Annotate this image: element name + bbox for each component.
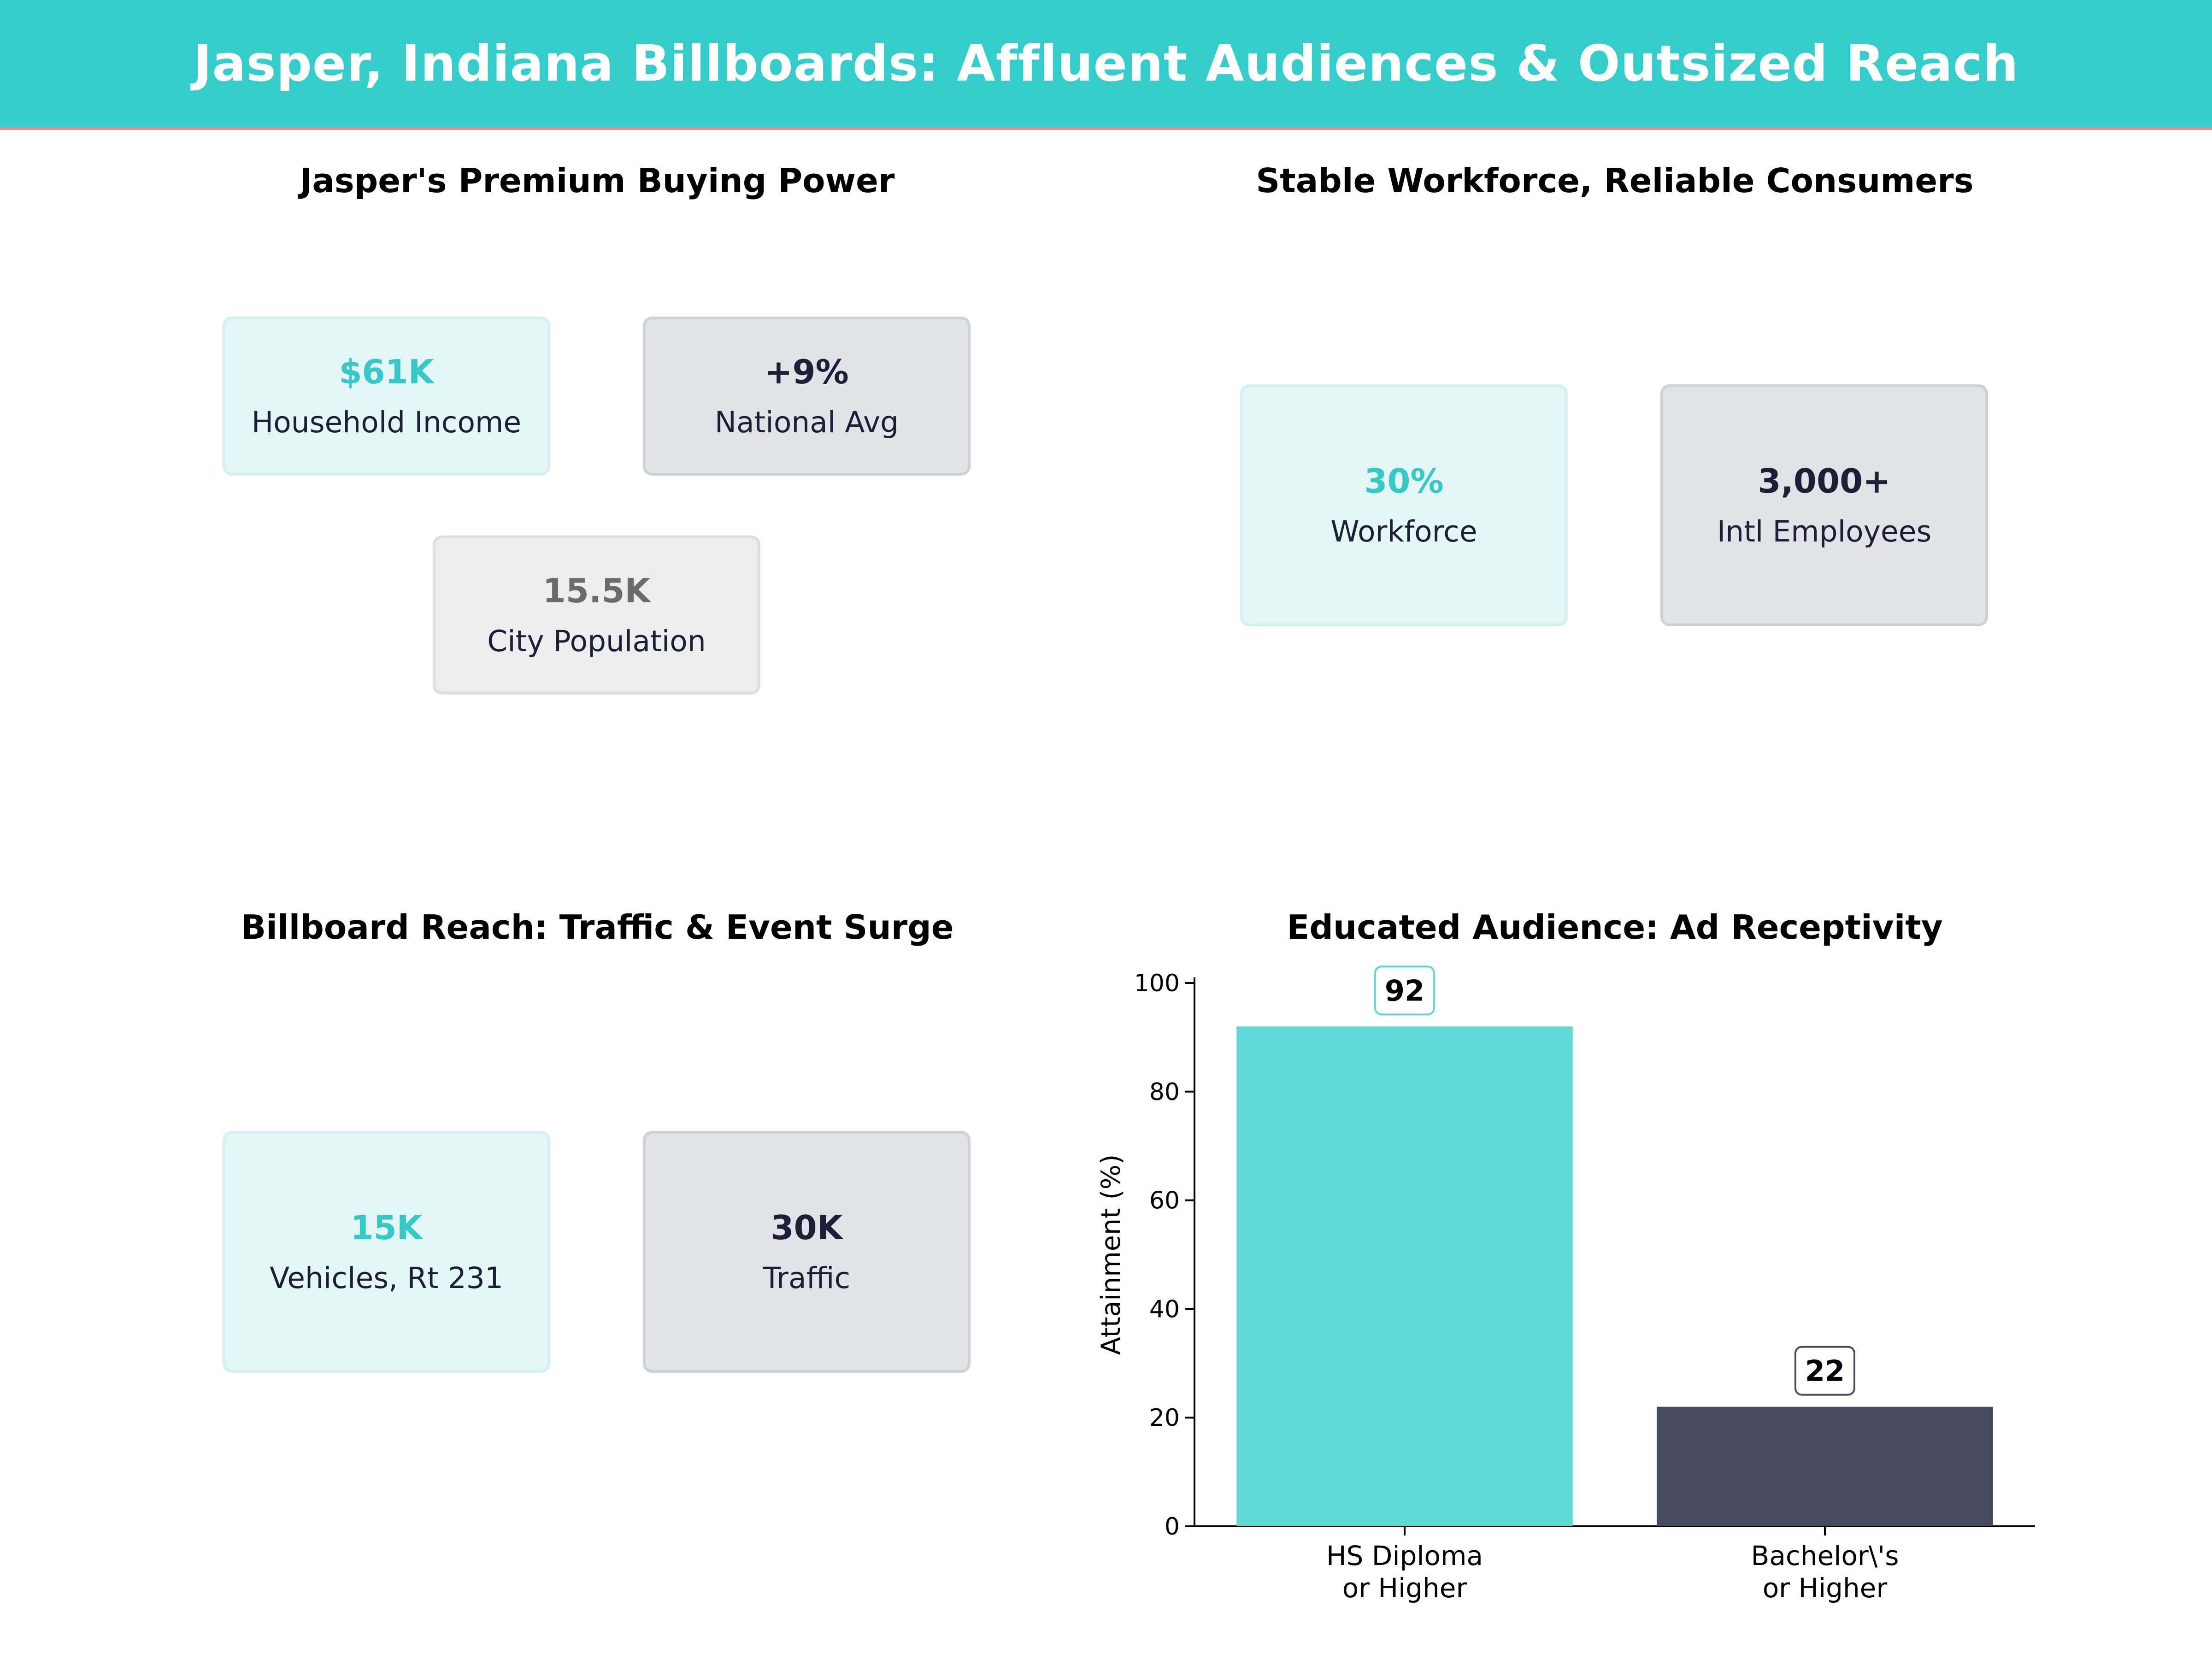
- y-tick-label: 40: [1149, 1295, 1180, 1323]
- household-income-value: $61K: [339, 353, 434, 391]
- vehicles-label: Vehicles, Rt 231: [270, 1261, 503, 1295]
- reach-title: Billboard Reach: Traffic & Event Surge: [241, 908, 954, 947]
- data-label-box: [1794, 1346, 1855, 1396]
- x-tick-label: or Higher: [1763, 1572, 1888, 1604]
- national-avg-card: +9% National Avg: [643, 317, 971, 476]
- data-label: 92: [1385, 974, 1424, 1007]
- vehicles-card: 15K Vehicles, Rt 231: [223, 1131, 550, 1373]
- city-population-value: 15.5K: [542, 571, 651, 610]
- y-tick-label: 60: [1149, 1187, 1180, 1215]
- page-title: Jasper, Indiana Billboards: Affluent Aud…: [193, 35, 2019, 93]
- workforce-label: Workforce: [1330, 515, 1477, 548]
- y-tick-label: 100: [1134, 970, 1180, 997]
- x-tick-label: Bachelor\'s: [1751, 1540, 1899, 1571]
- workforce-value: 30%: [1364, 462, 1444, 500]
- bar: [1236, 1026, 1573, 1526]
- traffic-value: 30K: [771, 1208, 843, 1247]
- header-banner: Jasper, Indiana Billboards: Affluent Aud…: [0, 0, 2212, 130]
- x-tick-label: HS Diploma: [1326, 1540, 1483, 1571]
- intl-employees-card: 3,000+ Intl Employees: [1660, 384, 1988, 626]
- household-income-label: Household Income: [251, 406, 522, 439]
- vehicles-value: 15K: [350, 1208, 423, 1247]
- y-tick-label: 20: [1149, 1404, 1180, 1432]
- x-tick-label: or Higher: [1342, 1572, 1467, 1604]
- national-avg-label: National Avg: [714, 406, 899, 439]
- data-label: 22: [1805, 1354, 1845, 1388]
- workforce-card: 30% Workforce: [1240, 384, 1568, 626]
- workforce-title: Stable Workforce, Reliable Consumers: [1256, 161, 1974, 200]
- national-avg-value: +9%: [765, 353, 849, 391]
- traffic-card: 30K Traffic: [643, 1131, 971, 1373]
- y-axis-label: Attainment (%): [1096, 1154, 1126, 1355]
- intl-employees-label: Intl Employees: [1717, 515, 1932, 548]
- bar: [1657, 1406, 1993, 1526]
- y-tick-label: 80: [1149, 1078, 1180, 1106]
- household-income-card: $61K Household Income: [223, 317, 550, 476]
- data-label-box: [1374, 965, 1435, 1016]
- education-title: Educated Audience: Ad Receptivity: [1287, 908, 1943, 947]
- buying-power-title: Jasper's Premium Buying Power: [300, 161, 895, 200]
- city-population-card: 15.5K City Population: [433, 535, 760, 694]
- city-population-label: City Population: [487, 624, 706, 658]
- y-tick-label: 0: [1165, 1513, 1180, 1541]
- traffic-label: Traffic: [763, 1261, 851, 1295]
- intl-employees-value: 3,000+: [1758, 462, 1891, 500]
